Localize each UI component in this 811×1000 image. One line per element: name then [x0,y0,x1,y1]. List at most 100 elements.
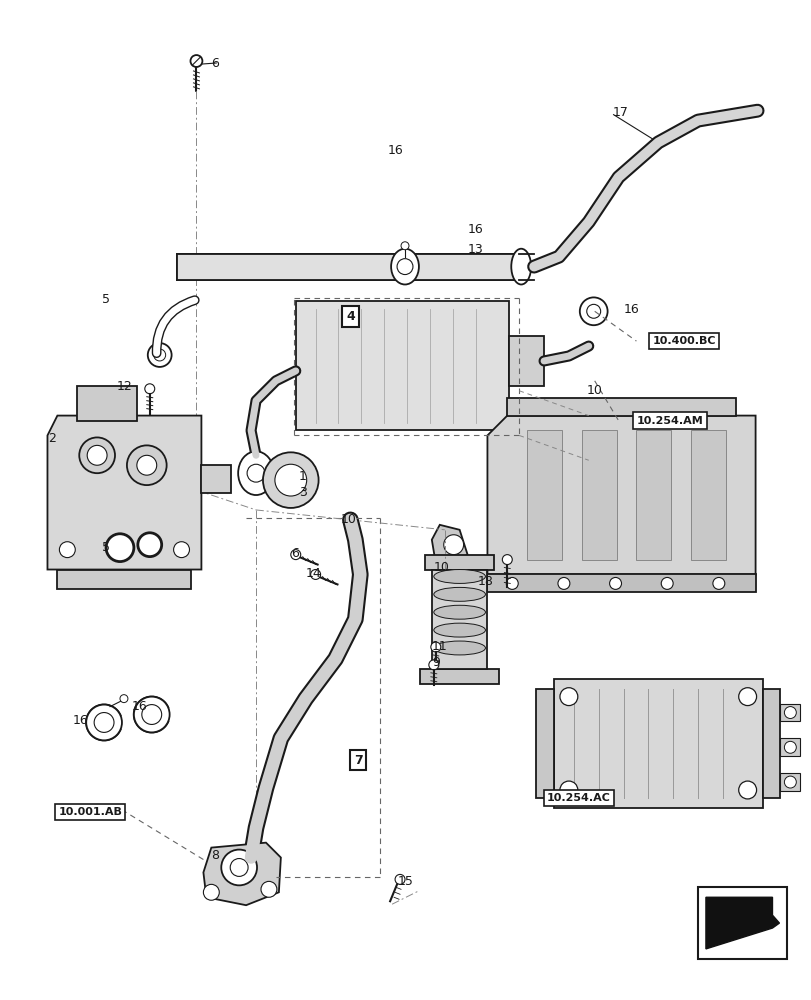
Text: 16: 16 [467,223,483,236]
Circle shape [137,455,157,475]
Polygon shape [431,525,467,562]
Circle shape [148,343,171,367]
Circle shape [660,577,672,589]
Text: 10: 10 [340,513,356,526]
Circle shape [431,642,440,652]
Ellipse shape [433,587,485,601]
Circle shape [260,881,277,897]
Text: 2: 2 [49,432,56,445]
Circle shape [586,304,600,318]
Bar [201,465,231,493]
Bar [762,689,779,798]
Text: 1: 1 [298,470,307,483]
Bar [526,430,561,560]
Text: 17: 17 [611,106,628,119]
Circle shape [106,534,134,562]
Circle shape [127,445,166,485]
Text: 11: 11 [431,640,447,653]
Circle shape [263,452,318,508]
Text: 10.254.AC: 10.254.AC [546,793,610,803]
Circle shape [443,535,463,555]
Circle shape [428,660,438,670]
Circle shape [579,297,607,325]
Bar [419,669,499,684]
Ellipse shape [433,641,485,655]
Bar [58,570,191,589]
Circle shape [397,259,413,275]
Circle shape [120,695,128,703]
Circle shape [191,55,202,67]
Text: 10.400.BC: 10.400.BC [651,336,715,346]
Text: 6: 6 [211,57,219,70]
Text: 8: 8 [211,849,219,862]
Circle shape [87,445,107,465]
Bar [176,254,518,280]
Text: 16: 16 [623,303,638,316]
Bar [431,570,487,669]
Polygon shape [487,416,755,574]
Circle shape [506,577,517,589]
Bar [77,386,137,421]
Circle shape [560,781,577,799]
Polygon shape [203,843,281,905]
Text: 4: 4 [345,310,354,323]
Text: 16: 16 [131,700,148,713]
Text: 10.254.AM: 10.254.AM [636,416,702,426]
Circle shape [230,859,248,876]
Bar [581,430,616,560]
Text: 10: 10 [433,561,449,574]
Bar [508,336,543,386]
Ellipse shape [238,451,273,495]
Bar [779,773,800,791]
Text: 3: 3 [298,486,307,499]
Circle shape [94,713,114,732]
Circle shape [79,437,115,473]
Text: 13: 13 [467,243,483,256]
Circle shape [221,850,257,885]
Text: 5: 5 [102,541,110,554]
Bar [697,887,787,959]
Text: 5: 5 [102,293,110,306]
Circle shape [401,242,409,250]
Bar [779,704,800,721]
Text: 7: 7 [354,754,363,767]
Ellipse shape [433,623,485,637]
Circle shape [783,741,796,753]
Bar [636,430,671,560]
Circle shape [59,542,75,558]
Circle shape [290,550,300,560]
Circle shape [783,707,796,718]
Ellipse shape [511,249,530,284]
Circle shape [557,577,569,589]
Text: 12: 12 [117,380,132,393]
Circle shape [144,384,155,394]
Text: 16: 16 [388,144,403,157]
Circle shape [247,464,264,482]
Ellipse shape [433,570,485,583]
Text: 10.001.AB: 10.001.AB [58,807,122,817]
Circle shape [142,705,161,724]
Text: 18: 18 [477,575,493,588]
Bar [535,689,553,798]
Text: 6: 6 [290,547,298,560]
Bar [295,301,508,430]
Ellipse shape [391,249,418,284]
Polygon shape [705,897,779,949]
Ellipse shape [433,605,485,619]
Circle shape [560,688,577,706]
Text: 9: 9 [431,656,439,669]
Circle shape [783,776,796,788]
Circle shape [134,697,169,732]
Circle shape [203,884,219,900]
Circle shape [395,874,405,884]
Bar [487,574,755,592]
Bar [690,430,725,560]
Circle shape [502,555,512,565]
Bar [553,679,762,808]
Circle shape [138,533,161,557]
Text: 14: 14 [305,567,321,580]
Circle shape [738,781,756,799]
Circle shape [609,577,620,589]
Circle shape [311,570,320,579]
Text: 10: 10 [586,384,602,397]
